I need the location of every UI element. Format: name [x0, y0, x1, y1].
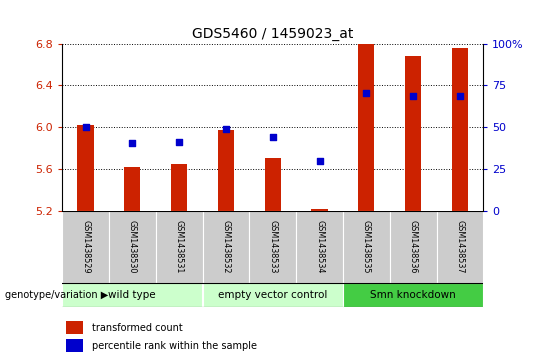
- Bar: [436, 211, 483, 283]
- Text: empty vector control: empty vector control: [218, 290, 327, 300]
- Text: GSM1438537: GSM1438537: [455, 220, 464, 274]
- Bar: [202, 283, 343, 307]
- Bar: [77, 125, 94, 211]
- Bar: [343, 283, 483, 307]
- Bar: [265, 158, 281, 211]
- Title: GDS5460 / 1459023_at: GDS5460 / 1459023_at: [192, 27, 353, 41]
- Text: GSM1438533: GSM1438533: [268, 220, 277, 274]
- Bar: [249, 211, 296, 283]
- Text: GSM1438532: GSM1438532: [221, 220, 231, 274]
- Point: [362, 90, 370, 95]
- Text: percentile rank within the sample: percentile rank within the sample: [92, 341, 256, 351]
- Point: [409, 93, 417, 99]
- Text: GSM1438531: GSM1438531: [174, 220, 184, 274]
- Bar: [311, 209, 328, 211]
- Text: GSM1438536: GSM1438536: [409, 220, 417, 274]
- Text: Smn knockdown: Smn knockdown: [370, 290, 456, 300]
- Point: [221, 126, 230, 132]
- Bar: [296, 211, 343, 283]
- Text: GSM1438535: GSM1438535: [362, 220, 371, 274]
- Bar: [358, 44, 375, 211]
- Bar: [405, 56, 421, 211]
- Bar: [66, 339, 83, 352]
- Bar: [62, 211, 109, 283]
- Point: [128, 140, 137, 146]
- Bar: [202, 211, 249, 283]
- Text: GSM1438534: GSM1438534: [315, 220, 324, 274]
- Point: [315, 159, 324, 164]
- Point: [268, 135, 277, 140]
- Text: GSM1438529: GSM1438529: [81, 220, 90, 274]
- Text: wild type: wild type: [109, 290, 156, 300]
- Text: GSM1438530: GSM1438530: [128, 220, 137, 274]
- Bar: [124, 167, 140, 211]
- Bar: [66, 321, 83, 334]
- Point: [175, 139, 184, 144]
- Text: transformed count: transformed count: [92, 323, 183, 333]
- Bar: [451, 48, 468, 211]
- Text: genotype/variation ▶: genotype/variation ▶: [5, 290, 109, 300]
- Bar: [171, 164, 187, 211]
- Bar: [343, 211, 390, 283]
- Bar: [109, 211, 156, 283]
- Bar: [218, 130, 234, 211]
- Bar: [156, 211, 202, 283]
- Bar: [390, 211, 436, 283]
- Point: [456, 93, 464, 99]
- Point: [81, 124, 90, 130]
- Bar: [62, 283, 202, 307]
